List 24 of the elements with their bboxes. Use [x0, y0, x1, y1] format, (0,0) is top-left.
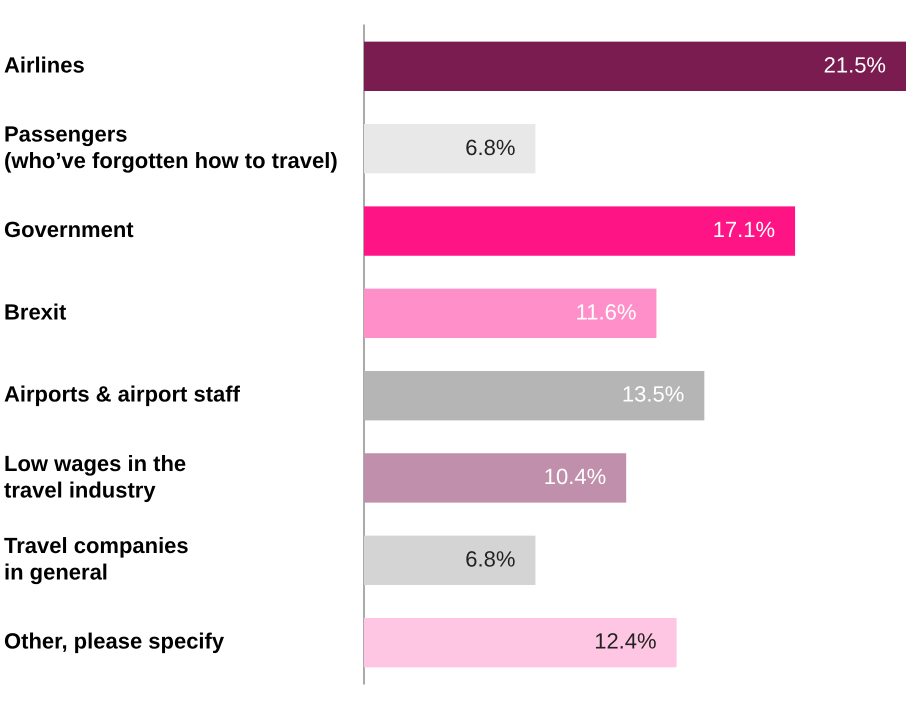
- bar: [364, 536, 536, 586]
- y-tick-label: Passengers (who’ve forgotten how to travel): [4, 122, 338, 173]
- data-label: 13.5%: [622, 382, 684, 407]
- data-label: 11.6%: [576, 299, 636, 324]
- bar: [364, 288, 656, 338]
- y-tick-label: Low wages in the travel industry: [4, 450, 186, 502]
- bar: [364, 370, 704, 420]
- y-tick-label: Other, please specify: [4, 628, 225, 654]
- y-tick-label: Government: [4, 217, 134, 242]
- data-label: 10.4%: [544, 464, 606, 490]
- data-label: 12.4%: [594, 628, 657, 654]
- data-label: 21.5%: [824, 52, 886, 78]
- bar: [364, 124, 536, 174]
- bar: [364, 453, 626, 503]
- bar: [364, 206, 796, 256]
- data-label: 17.1%: [712, 217, 776, 242]
- y-tick-label: Airlines: [4, 52, 85, 78]
- data-label: 6.8%: [465, 546, 516, 572]
- y-tick-label: Travel companies in general: [4, 533, 189, 585]
- data-label: 6.8%: [465, 134, 516, 160]
- y-tick-label: Brexit: [4, 299, 68, 324]
- y-tick-label: Airports & airport staff: [4, 382, 241, 407]
- bar: [364, 618, 677, 668]
- bar: [364, 42, 906, 92]
